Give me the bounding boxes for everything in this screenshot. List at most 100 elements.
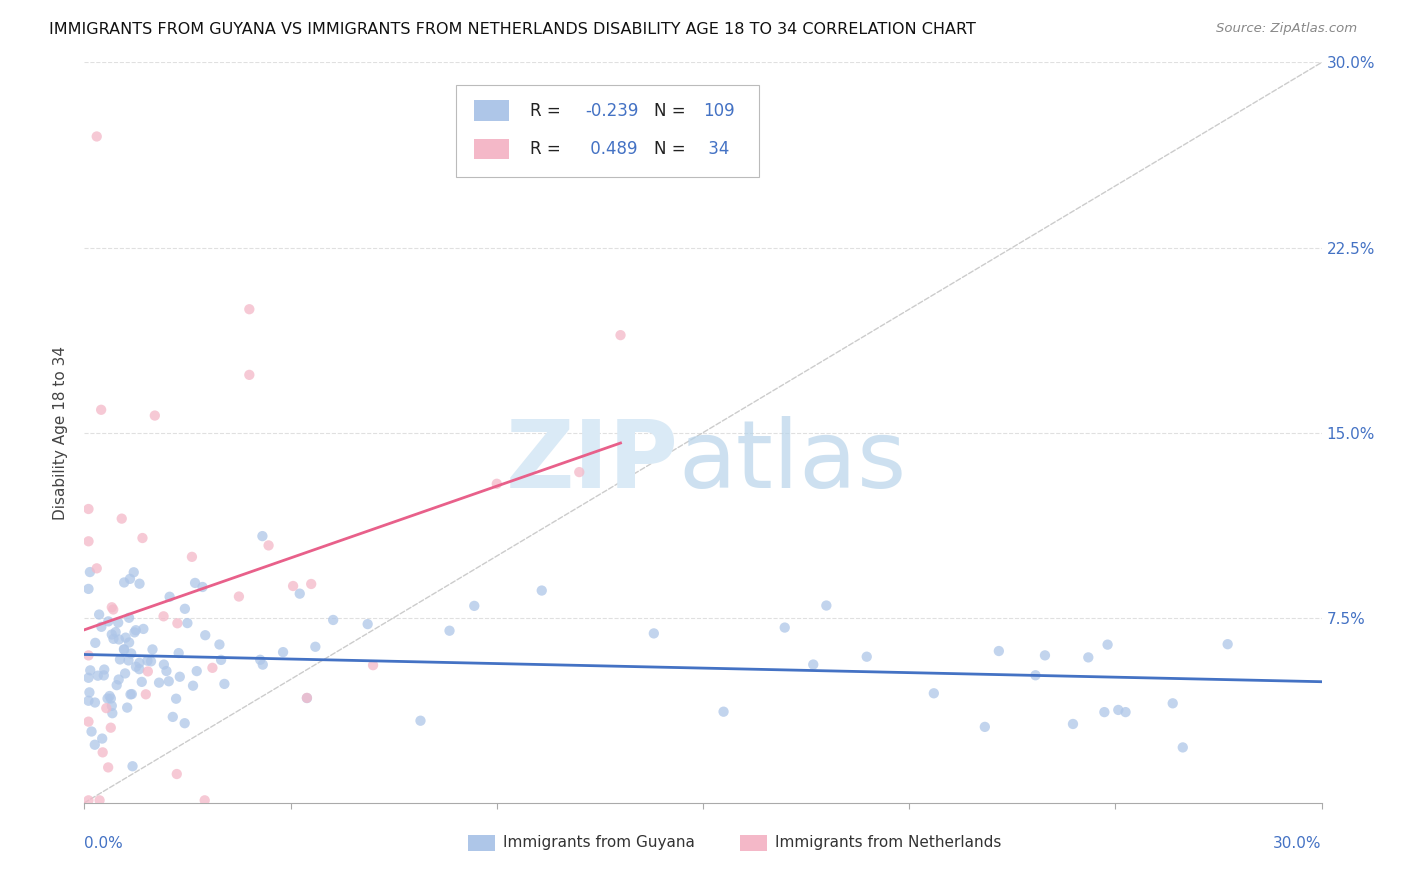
Point bbox=[100, 721, 122, 735]
Point bbox=[118, 611, 141, 625]
Point bbox=[93, 663, 115, 677]
Text: 30.0%: 30.0% bbox=[1274, 836, 1322, 851]
Point bbox=[136, 654, 159, 668]
Point bbox=[238, 368, 260, 382]
Point bbox=[108, 652, 131, 666]
Point bbox=[152, 609, 174, 624]
Point bbox=[1024, 668, 1046, 682]
Point bbox=[97, 691, 120, 706]
FancyBboxPatch shape bbox=[456, 85, 759, 178]
Point bbox=[128, 656, 150, 670]
Text: -0.239: -0.239 bbox=[585, 102, 638, 120]
Point bbox=[249, 653, 271, 667]
Point bbox=[987, 644, 1010, 658]
Point bbox=[112, 642, 135, 657]
Point bbox=[79, 664, 101, 678]
Point bbox=[713, 705, 735, 719]
Point bbox=[295, 691, 318, 706]
Point bbox=[139, 654, 162, 668]
Point bbox=[141, 642, 163, 657]
Point bbox=[281, 579, 304, 593]
Point bbox=[111, 511, 134, 525]
Point bbox=[122, 566, 145, 580]
Point bbox=[77, 502, 100, 516]
Point bbox=[86, 561, 108, 575]
Point bbox=[120, 687, 142, 701]
Point bbox=[93, 668, 115, 682]
Point bbox=[115, 700, 138, 714]
Point bbox=[153, 657, 176, 672]
Point bbox=[609, 328, 631, 343]
Point bbox=[304, 640, 326, 654]
Point bbox=[181, 679, 204, 693]
Text: Immigrants from Netherlands: Immigrants from Netherlands bbox=[775, 835, 1001, 850]
Point bbox=[1097, 638, 1119, 652]
Point bbox=[773, 621, 796, 635]
Point bbox=[361, 658, 384, 673]
Point bbox=[186, 664, 208, 678]
Point bbox=[107, 673, 129, 687]
Text: Immigrants from Guyana: Immigrants from Guyana bbox=[502, 835, 695, 850]
Point bbox=[125, 624, 148, 638]
Point bbox=[77, 582, 100, 596]
Point bbox=[125, 659, 148, 673]
Text: ZIP: ZIP bbox=[505, 417, 678, 508]
Point bbox=[157, 674, 180, 689]
Point bbox=[1115, 705, 1137, 719]
Point bbox=[1092, 705, 1115, 719]
Point bbox=[101, 698, 124, 713]
Point bbox=[214, 677, 236, 691]
Point bbox=[169, 670, 191, 684]
Point bbox=[568, 465, 591, 479]
Point bbox=[166, 767, 188, 781]
Point bbox=[176, 616, 198, 631]
Point bbox=[117, 653, 139, 667]
FancyBboxPatch shape bbox=[740, 835, 768, 851]
Point bbox=[288, 587, 311, 601]
Point bbox=[181, 549, 204, 564]
Point bbox=[121, 687, 143, 701]
Point bbox=[100, 627, 122, 641]
Point bbox=[166, 616, 188, 631]
Point bbox=[84, 696, 107, 710]
Point bbox=[973, 720, 995, 734]
Text: 0.0%: 0.0% bbox=[84, 836, 124, 851]
Point bbox=[228, 590, 250, 604]
Point bbox=[131, 531, 153, 545]
Point bbox=[103, 632, 125, 646]
Text: IMMIGRANTS FROM GUYANA VS IMMIGRANTS FROM NETHERLANDS DISABILITY AGE 18 TO 34 CO: IMMIGRANTS FROM GUYANA VS IMMIGRANTS FRO… bbox=[49, 22, 976, 37]
Point bbox=[173, 716, 195, 731]
Point bbox=[271, 645, 294, 659]
Point bbox=[100, 691, 122, 706]
Point bbox=[194, 793, 217, 807]
Text: N =: N = bbox=[654, 140, 685, 158]
Point bbox=[77, 714, 100, 729]
Point bbox=[124, 625, 146, 640]
Point bbox=[184, 576, 207, 591]
Point bbox=[162, 710, 184, 724]
Point bbox=[148, 675, 170, 690]
Point bbox=[238, 302, 260, 317]
Point bbox=[96, 701, 118, 715]
Point bbox=[86, 129, 108, 144]
Text: R =: R = bbox=[530, 140, 561, 158]
Point bbox=[108, 632, 131, 647]
Text: R =: R = bbox=[530, 102, 561, 120]
Point bbox=[299, 577, 322, 591]
Text: atlas: atlas bbox=[678, 417, 907, 508]
Point bbox=[97, 615, 120, 629]
Point bbox=[77, 694, 100, 708]
FancyBboxPatch shape bbox=[468, 835, 495, 851]
Text: Source: ZipAtlas.com: Source: ZipAtlas.com bbox=[1216, 22, 1357, 36]
Point bbox=[98, 689, 121, 703]
Point bbox=[89, 793, 111, 807]
Point bbox=[91, 745, 114, 759]
Point bbox=[107, 615, 129, 630]
Point bbox=[79, 685, 101, 699]
Point bbox=[120, 647, 142, 661]
Point bbox=[97, 760, 120, 774]
Point bbox=[77, 648, 100, 663]
Point bbox=[80, 724, 103, 739]
Point bbox=[89, 607, 111, 622]
Point bbox=[855, 649, 877, 664]
